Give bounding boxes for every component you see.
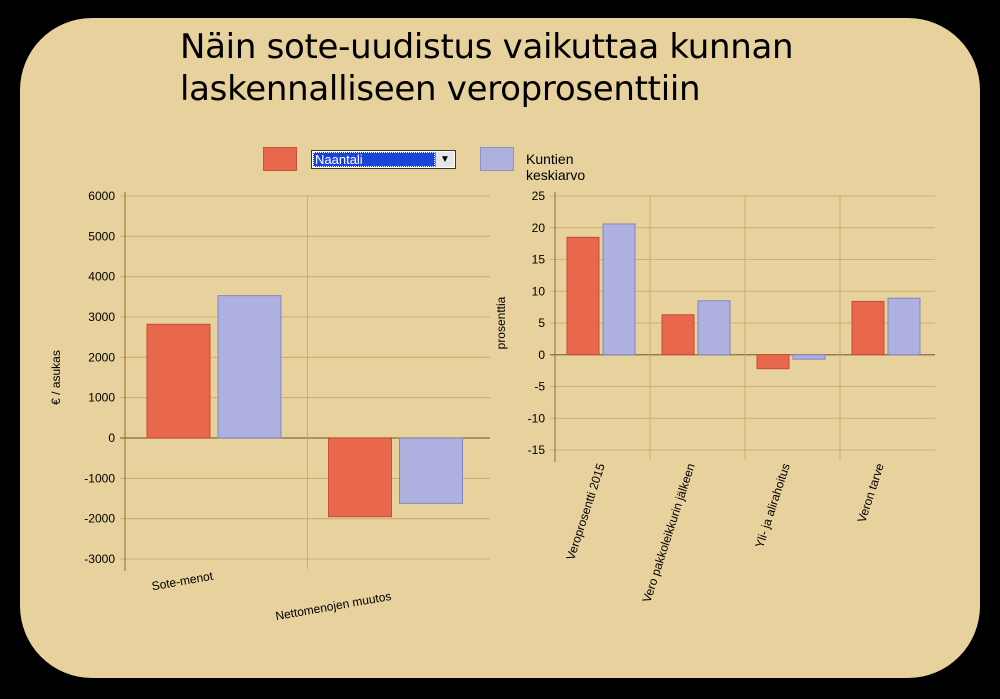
bar (756, 354, 790, 370)
bar (602, 223, 636, 356)
y-tick-label: 15 (532, 253, 546, 267)
bar (217, 295, 282, 439)
x-category-label: Veroprosentti 2015 (563, 461, 608, 561)
legend-swatch-average (480, 147, 514, 171)
y-tick-label: 0 (108, 431, 115, 445)
x-category-label: Vero pakkoleikkurin jälkeen (640, 462, 698, 605)
y-tick-label: -2000 (84, 512, 115, 526)
bar (661, 314, 695, 356)
y-tick-label: -10 (528, 411, 546, 425)
bar (697, 300, 731, 356)
chevron-down-icon[interactable]: ▼ (435, 152, 454, 167)
y-axis-title: prosenttia (494, 296, 508, 349)
title-line-1: Näin sote-uudistus vaikuttaa kunnan (180, 27, 794, 67)
y-tick-label: 2000 (88, 350, 115, 364)
x-category-label: Veron tarve (855, 461, 887, 524)
title-line-2: laskennalliseen veroprosenttiin (180, 69, 701, 109)
legend-label-average: Kuntien keskiarvo (526, 151, 586, 183)
y-tick-label: 5 (538, 316, 545, 330)
y-tick-label: 0 (538, 348, 545, 362)
y-tick-label: 20 (532, 221, 546, 235)
x-category-label: Yli- ja alirahoitus (752, 462, 793, 550)
bar (887, 297, 921, 356)
y-tick-label: 10 (532, 284, 546, 298)
y-tick-label: 6000 (88, 189, 115, 203)
bar (146, 323, 211, 439)
municipality-select[interactable]: Naantali ▼ (311, 150, 456, 169)
y-tick-label: 5000 (88, 229, 115, 243)
y-tick-label: 4000 (88, 270, 115, 284)
y-tick-label: -3000 (84, 552, 115, 566)
y-tick-label: -5 (534, 380, 545, 394)
page-title: Näin sote-uudistus vaikuttaa kunnan lask… (180, 26, 794, 110)
y-tick-label: 1000 (88, 391, 115, 405)
y-tick-label: 25 (532, 189, 546, 203)
y-tick-label: -1000 (84, 471, 115, 485)
bar (328, 437, 392, 518)
municipality-select-value: Naantali (313, 152, 435, 167)
y-axis-title: € / asukas (49, 350, 63, 405)
bar (399, 437, 463, 504)
legend-swatch-municipality (263, 147, 297, 171)
bar (851, 300, 885, 356)
y-tick-label: -15 (528, 443, 546, 457)
bar (792, 354, 826, 360)
y-tick-label: 3000 (88, 310, 115, 324)
bar (566, 236, 600, 356)
